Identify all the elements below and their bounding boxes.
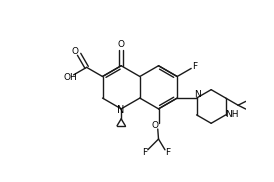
Text: O: O <box>118 40 125 49</box>
Text: F: F <box>192 62 198 71</box>
Text: OH: OH <box>64 74 77 82</box>
Text: O: O <box>151 121 158 130</box>
Text: O: O <box>72 47 79 56</box>
Text: F: F <box>165 148 171 157</box>
Text: NH: NH <box>225 110 239 119</box>
Text: N: N <box>194 90 201 99</box>
Text: F: F <box>142 148 147 157</box>
Text: N: N <box>118 105 125 115</box>
